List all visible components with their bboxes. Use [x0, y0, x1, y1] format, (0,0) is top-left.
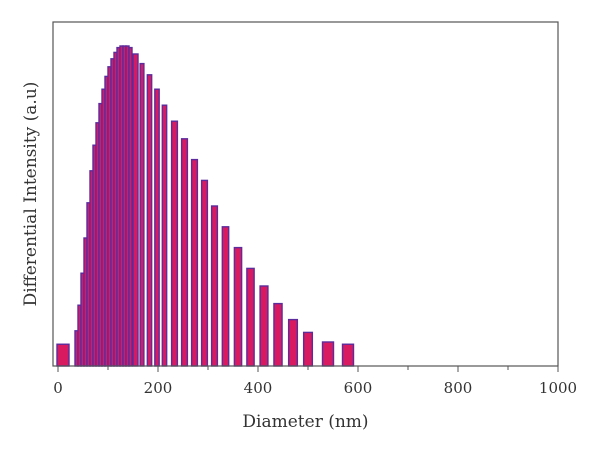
bar: [132, 53, 139, 367]
bar: [161, 104, 168, 367]
x-tick-label: 0: [53, 379, 63, 397]
x-ticks-group: 0 200 400 600 800 1000: [53, 366, 577, 397]
bar: [180, 138, 189, 367]
bars-group: [56, 45, 355, 367]
y-axis-label: Differential Intensity (a.u): [21, 82, 41, 307]
bar: [233, 246, 243, 367]
bar: [210, 205, 219, 367]
bar: [287, 318, 299, 367]
bar: [190, 158, 199, 367]
bar: [273, 302, 283, 367]
plot-frame: [52, 21, 559, 367]
bar: [321, 341, 335, 367]
x-tick-label: 400: [244, 379, 273, 397]
bar: [259, 285, 269, 367]
x-tick-label: 800: [444, 379, 473, 397]
bar: [139, 62, 145, 367]
x-tick-label: 200: [144, 379, 173, 397]
bar: [341, 343, 355, 367]
bar: [154, 88, 160, 367]
x-tick-label: 1000: [539, 379, 577, 397]
bar: [302, 331, 314, 367]
bar: [246, 267, 255, 367]
bar: [170, 120, 179, 367]
bar: [221, 226, 230, 367]
x-axis-label: Diameter (nm): [242, 412, 368, 432]
bar: [200, 179, 209, 367]
x-tick-label: 600: [344, 379, 373, 397]
bar: [128, 46, 133, 367]
bar: [56, 343, 70, 367]
bar: [146, 74, 153, 367]
